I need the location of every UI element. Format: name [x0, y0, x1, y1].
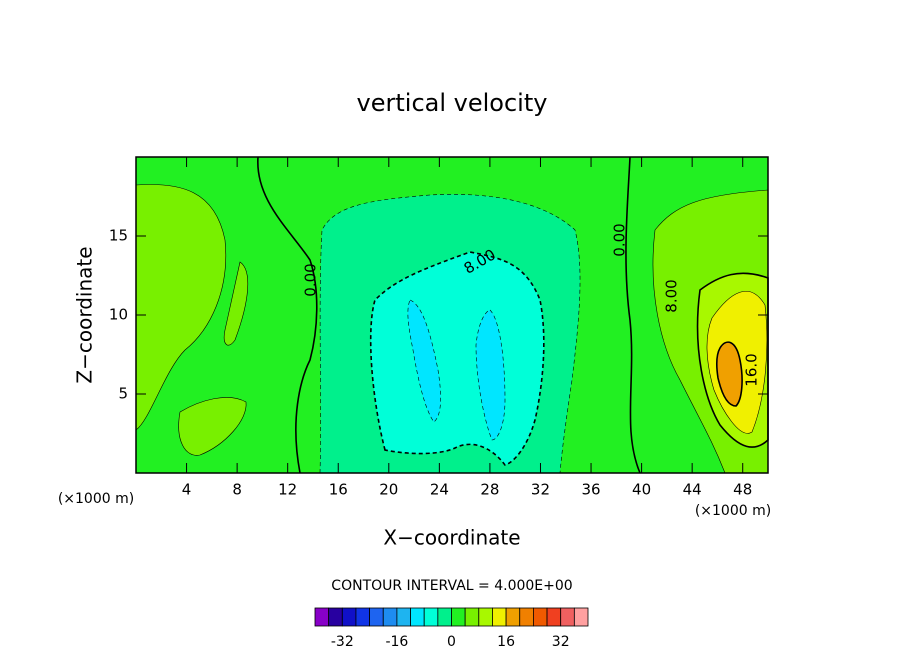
colorbar-swatch — [464, 607, 480, 627]
contour-label: 0.00 — [302, 263, 320, 296]
colorbar-swatch — [546, 607, 562, 627]
colorbar-swatch — [328, 607, 343, 627]
colorbar-tick-label: -32 — [331, 634, 354, 650]
colorbar-swatch — [573, 607, 589, 627]
contour-field — [135, 156, 769, 474]
colorbar-swatch — [423, 607, 439, 627]
colorbar-swatch — [533, 607, 548, 627]
colorbar-swatch — [396, 607, 411, 627]
contour-region — [407, 299, 441, 423]
contour-region — [178, 397, 247, 456]
contour-region — [223, 261, 249, 346]
x-tick-label: 44 — [683, 481, 702, 499]
contour-label: 8.00 — [663, 279, 681, 312]
contour-label: 0.00 — [611, 223, 629, 256]
colorbar-tick-label: -16 — [385, 634, 408, 650]
x-tick-label: 40 — [632, 481, 651, 499]
colorbar-swatch — [341, 607, 357, 627]
colorbar-swatch — [505, 607, 521, 627]
colorbar-swatch — [560, 607, 575, 627]
colorbar-tick-label: 32 — [552, 634, 570, 650]
x-axis-label: X−coordinate — [383, 526, 520, 550]
contour-label: 16.0 — [743, 353, 761, 386]
x-unit-right: (×1000 m) — [695, 503, 771, 519]
y-tick-label: 15 — [109, 227, 128, 245]
y-axis-label: Z−coordinate — [73, 246, 97, 383]
x-tick-label: 36 — [581, 481, 600, 499]
contour-region — [715, 341, 743, 407]
contour-region — [135, 184, 227, 431]
chart-title: vertical velocity — [357, 89, 548, 117]
colorbar-tick-label: 16 — [497, 634, 515, 650]
y-tick-label: 10 — [109, 306, 128, 324]
colorbar-swatch — [451, 607, 466, 627]
x-tick-label: 48 — [733, 481, 752, 499]
colorbar-swatch — [382, 607, 398, 627]
x-tick-label: 8 — [232, 481, 242, 499]
colorbar-swatch — [314, 607, 330, 627]
x-tick-label: 24 — [430, 481, 449, 499]
x-unit-left: (×1000 m) — [58, 491, 134, 507]
x-tick-label: 28 — [480, 481, 499, 499]
colorbar-swatch — [519, 607, 534, 627]
x-tick-label: 12 — [278, 481, 297, 499]
x-tick-label: 20 — [379, 481, 398, 499]
contour-region — [475, 309, 506, 441]
contour-region — [369, 251, 545, 466]
x-tick-label: 16 — [329, 481, 348, 499]
y-tick-label: 5 — [118, 385, 128, 403]
colorbar-tick-label: 0 — [447, 634, 456, 650]
zero-contour — [257, 156, 318, 474]
colorbar-swatch — [478, 607, 493, 627]
colorbar-swatch — [369, 607, 384, 627]
x-tick-label: 32 — [531, 481, 550, 499]
contour-interval: CONTOUR INTERVAL = 4.000E+00 — [331, 578, 572, 594]
colorbar-swatch — [410, 607, 425, 627]
colorbar-swatch — [355, 607, 371, 627]
zero-contour — [625, 156, 641, 474]
colorbar-swatch — [437, 607, 452, 627]
colorbar-swatch — [492, 607, 507, 627]
colorbar: -32 -16 0 16 32 — [314, 607, 589, 650]
x-tick-label: 4 — [182, 481, 192, 499]
